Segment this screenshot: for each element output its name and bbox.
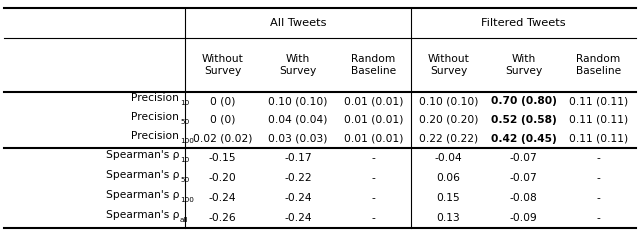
Text: 10: 10 [180,100,189,106]
Text: Precision: Precision [131,112,179,122]
Text: Precision: Precision [131,131,179,141]
Text: Random
Baseline: Random Baseline [576,54,621,76]
Text: Spearman's ρ: Spearman's ρ [106,210,179,220]
Text: 0.10 (0.10): 0.10 (0.10) [419,96,478,106]
Text: 0.11 (0.11): 0.11 (0.11) [569,96,628,106]
Text: Spearman's ρ: Spearman's ρ [106,150,179,160]
Text: 50: 50 [180,119,189,125]
Text: 0.04 (0.04): 0.04 (0.04) [268,115,328,125]
Text: 0 (0): 0 (0) [210,96,236,106]
Text: Without
Survey: Without Survey [202,54,244,76]
Text: -0.09: -0.09 [509,213,538,223]
Text: Random
Baseline: Random Baseline [351,54,396,76]
Text: -0.07: -0.07 [509,173,538,183]
Text: -0.15: -0.15 [209,153,236,163]
Text: -: - [596,153,600,163]
Text: -0.20: -0.20 [209,173,237,183]
Text: All Tweets: All Tweets [269,18,326,28]
Text: Filtered Tweets: Filtered Tweets [481,18,566,28]
Text: 0.01 (0.01): 0.01 (0.01) [344,134,403,144]
Text: 0.20 (0.20): 0.20 (0.20) [419,115,478,125]
Text: 0.01 (0.01): 0.01 (0.01) [344,115,403,125]
Text: 50: 50 [180,177,189,183]
Text: 100: 100 [180,138,194,144]
Text: 0.01 (0.01): 0.01 (0.01) [344,96,403,106]
Text: -: - [371,213,375,223]
Text: 0.13: 0.13 [436,213,460,223]
Text: 0.15: 0.15 [436,193,460,203]
Text: -: - [371,193,375,203]
Text: 0 (0): 0 (0) [210,115,236,125]
Text: -: - [596,193,600,203]
Text: -0.08: -0.08 [509,193,538,203]
Text: -0.24: -0.24 [209,193,236,203]
Text: With
Survey: With Survey [280,54,317,76]
Text: 0.02 (0.02): 0.02 (0.02) [193,134,252,144]
Text: 0.11 (0.11): 0.11 (0.11) [569,115,628,125]
Text: -0.17: -0.17 [284,153,312,163]
Text: Spearman's ρ: Spearman's ρ [106,170,179,180]
Text: 0.03 (0.03): 0.03 (0.03) [268,134,328,144]
Text: Spearman's ρ: Spearman's ρ [106,190,179,200]
Text: 0.70 (0.80): 0.70 (0.80) [491,96,556,106]
Text: 0.42 (0.45): 0.42 (0.45) [491,134,556,144]
Text: -: - [596,213,600,223]
Text: 0.52 (0.58): 0.52 (0.58) [491,115,556,125]
Text: -0.24: -0.24 [284,213,312,223]
Text: -: - [371,173,375,183]
Text: -0.04: -0.04 [435,153,462,163]
Text: Without
Survey: Without Survey [428,54,469,76]
Text: -0.24: -0.24 [284,193,312,203]
Text: 0.06: 0.06 [436,173,460,183]
Text: -0.07: -0.07 [509,153,538,163]
Text: Precision: Precision [131,93,179,103]
Text: 0.10 (0.10): 0.10 (0.10) [268,96,328,106]
Text: -0.26: -0.26 [209,213,236,223]
Text: -0.22: -0.22 [284,173,312,183]
Text: -: - [371,153,375,163]
Text: 10: 10 [180,157,189,163]
Text: -: - [596,173,600,183]
Text: With
Survey: With Survey [505,54,542,76]
Text: 100: 100 [180,197,194,203]
Text: 0.11 (0.11): 0.11 (0.11) [569,134,628,144]
Text: all: all [180,217,188,223]
Text: 0.22 (0.22): 0.22 (0.22) [419,134,478,144]
